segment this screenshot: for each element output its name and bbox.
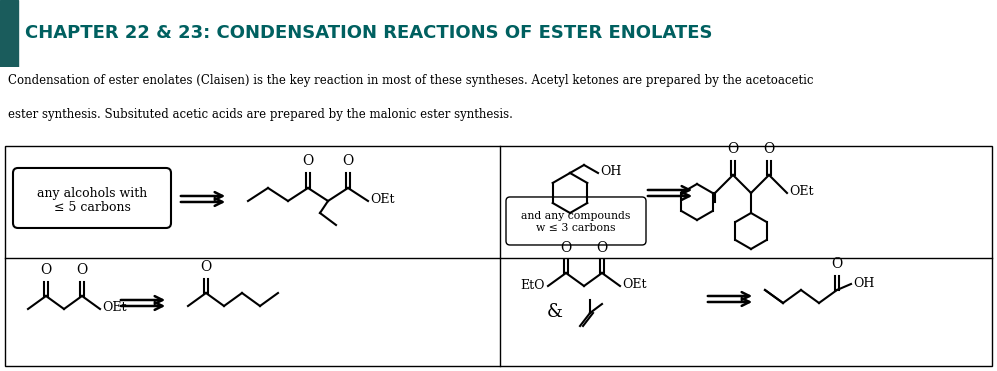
Text: OEt: OEt xyxy=(622,279,646,292)
Text: O: O xyxy=(560,241,571,255)
Text: OH: OH xyxy=(853,278,874,290)
Text: O: O xyxy=(831,257,842,271)
FancyBboxPatch shape xyxy=(13,168,171,228)
Text: w ≤ 3 carbons: w ≤ 3 carbons xyxy=(536,223,616,233)
Text: O: O xyxy=(200,260,211,274)
Text: O: O xyxy=(77,263,88,277)
FancyBboxPatch shape xyxy=(506,197,646,245)
Text: OEt: OEt xyxy=(370,194,395,207)
Text: Condensation of ester enolates (Claisen) is the key reaction in most of these sy: Condensation of ester enolates (Claisen)… xyxy=(8,74,814,87)
Text: O: O xyxy=(40,263,52,277)
Text: O: O xyxy=(728,142,739,156)
Text: and any compounds: and any compounds xyxy=(521,211,631,221)
Text: EtO: EtO xyxy=(520,279,544,292)
Text: OEt: OEt xyxy=(102,302,127,315)
Text: any alcohols with: any alcohols with xyxy=(37,187,148,200)
Text: ≤ 5 carbons: ≤ 5 carbons xyxy=(54,201,131,214)
Bar xyxy=(0,0,18,67)
Text: OH: OH xyxy=(600,165,621,178)
Text: CHAPTER 22 & 23: CONDENSATION REACTIONS OF ESTER ENOLATES: CHAPTER 22 & 23: CONDENSATION REACTIONS … xyxy=(25,24,713,42)
Text: OEt: OEt xyxy=(789,186,814,198)
Text: O: O xyxy=(596,241,607,255)
Text: O: O xyxy=(764,142,775,156)
Text: ester synthesis. Subsituted acetic acids are prepared by the malonic ester synth: ester synthesis. Subsituted acetic acids… xyxy=(8,108,512,121)
Text: &: & xyxy=(547,303,563,321)
Text: O: O xyxy=(302,154,314,168)
Text: O: O xyxy=(342,154,354,168)
